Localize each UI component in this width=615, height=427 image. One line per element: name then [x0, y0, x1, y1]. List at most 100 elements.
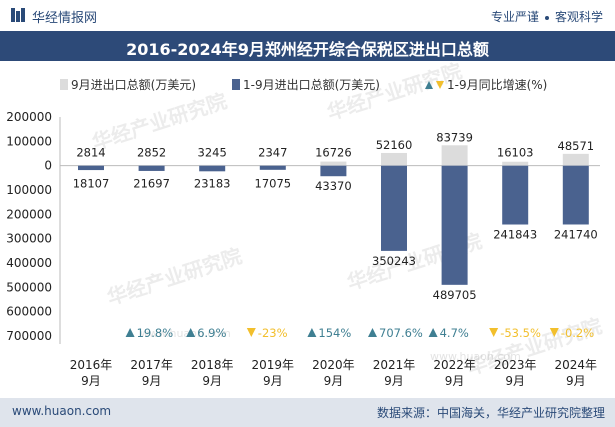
data-label-cumulative: 489705	[433, 288, 477, 302]
y-tick-label: 600000	[6, 305, 52, 319]
growth-label: 707.6%	[379, 326, 423, 340]
slogan-right: 客观科学	[554, 10, 603, 24]
legend-swatch-monthly	[60, 79, 68, 90]
data-label-cumulative: 43370	[315, 179, 352, 193]
top-bar: 华经情报网 专业严谨 客观科学	[0, 0, 615, 30]
legend-label-monthly: 9月进出口总额(万美元)	[71, 78, 196, 92]
data-label-monthly: 2814	[76, 146, 105, 160]
growth-down-triangle-icon	[489, 328, 499, 337]
legend-swatch-cumulative	[232, 79, 240, 90]
legend-label-growth: 1-9月同比增速(%)	[447, 78, 547, 92]
x-tick-label-year: 2016年	[70, 358, 113, 372]
data-label-cumulative: 21697	[133, 177, 170, 191]
x-tick-label-month: 9月	[445, 374, 465, 388]
y-tick-label: 700000	[6, 329, 52, 343]
x-tick-label-year: 2019年	[252, 358, 295, 372]
data-label-monthly: 2347	[258, 146, 287, 160]
growth-label: -53.5%	[500, 326, 541, 340]
x-tick-label-month: 9月	[505, 374, 525, 388]
huajing-logo-icon	[11, 8, 25, 22]
bar-monthly	[78, 164, 104, 166]
data-label-cumulative: 18107	[73, 177, 110, 191]
growth-up-triangle-icon	[368, 328, 377, 337]
x-tick-label-year: 2018年	[191, 358, 234, 372]
bar-cumulative	[138, 165, 165, 171]
y-tick-label: 200000	[6, 110, 52, 124]
slogan: 专业严谨 客观科学	[491, 8, 603, 25]
brand-name: 华经情报网	[32, 11, 98, 26]
growth-down-triangle-icon	[549, 328, 559, 337]
x-tick-label-year: 2017年	[130, 358, 173, 372]
x-tick-label-month: 9月	[384, 374, 404, 388]
growth-up-triangle-icon	[186, 328, 196, 337]
y-tick-label: 300000	[6, 232, 52, 246]
bar-monthly	[441, 145, 468, 166]
y-tick-label: 0	[44, 159, 52, 173]
data-label-cumulative: 350243	[372, 254, 416, 268]
legend-up-triangle-icon	[425, 81, 433, 89]
title-bar	[0, 31, 615, 61]
growth-up-triangle-icon	[125, 328, 135, 337]
growth-label: -0.2%	[561, 326, 594, 340]
bar-monthly	[381, 152, 407, 166]
chart-title: 2016-2024年9月郑州经开综合保税区进出口总额	[126, 40, 489, 59]
bar-monthly	[259, 165, 286, 166]
bar-cumulative	[320, 165, 347, 177]
x-tick-label-year: 2024年	[555, 358, 598, 372]
data-label-cumulative: 23183	[194, 177, 231, 191]
bar-cumulative	[381, 165, 407, 251]
watermark-url: www.huaon.com	[140, 327, 231, 340]
x-tick-label-month: 9月	[81, 374, 101, 388]
x-tick-label-year: 2021年	[373, 358, 416, 372]
data-label-monthly: 52160	[376, 138, 413, 152]
bar-cumulative	[502, 165, 529, 225]
data-label-cumulative: 241740	[554, 227, 598, 241]
bar-monthly	[320, 161, 347, 166]
growth-label: 4.7%	[440, 326, 469, 340]
legend-label-cumulative: 1-9月进出口总额(万美元)	[243, 78, 380, 92]
bar-cumulative	[199, 165, 226, 172]
x-tick-label-month: 9月	[142, 374, 162, 388]
x-tick-label-year: 2023年	[494, 358, 537, 372]
growth-label: 6.9%	[197, 326, 226, 340]
data-label-monthly: 48571	[558, 139, 595, 153]
bar-cumulative	[562, 165, 589, 225]
data-label-monthly: 2852	[137, 146, 166, 160]
growth-up-triangle-icon	[428, 328, 438, 337]
growth-label: 19.8%	[137, 326, 174, 340]
bar-cumulative	[259, 165, 286, 170]
growth-label: -23%	[258, 326, 288, 340]
x-tick-label-year: 2022年	[433, 358, 476, 372]
bar-monthly	[562, 153, 589, 166]
growth-up-triangle-icon	[307, 328, 317, 337]
slogan-left: 专业严谨	[490, 10, 539, 24]
x-tick-label-month: 9月	[202, 374, 222, 388]
watermark-text: 华经产业研究院	[104, 244, 245, 310]
data-label-monthly: 16103	[497, 146, 534, 160]
y-tick-label: 400000	[6, 256, 52, 270]
footer-website: www.huaon.com	[12, 404, 112, 418]
slogan-dot	[544, 15, 549, 20]
data-label-monthly: 83739	[436, 130, 473, 144]
footer: www.huaon.com 数据来源：中国海关，华经产业研究院整理	[0, 398, 615, 427]
bar-cumulative	[78, 165, 104, 171]
x-tick-label-month: 9月	[566, 374, 586, 388]
bar-monthly	[138, 164, 165, 166]
y-tick-label: 200000	[6, 207, 52, 221]
y-tick-label: 100000	[6, 183, 52, 197]
footer-source: 数据来源：中国海关，华经产业研究院整理	[376, 406, 605, 420]
x-tick-label-month: 9月	[263, 374, 283, 388]
bar-monthly	[199, 164, 226, 166]
data-label-monthly: 3245	[198, 146, 227, 160]
bar-cumulative	[441, 165, 468, 285]
growth-down-triangle-icon	[246, 328, 256, 337]
data-label-cumulative: 17075	[255, 177, 292, 191]
growth-label: 154%	[318, 326, 351, 340]
x-tick-label-month: 9月	[324, 374, 344, 388]
data-label-monthly: 16726	[315, 146, 352, 160]
x-tick-label-year: 2020年	[312, 358, 355, 372]
bar-monthly	[502, 161, 529, 166]
data-label-cumulative: 241843	[493, 228, 537, 242]
watermark-url: www.huaon.com	[430, 350, 521, 363]
